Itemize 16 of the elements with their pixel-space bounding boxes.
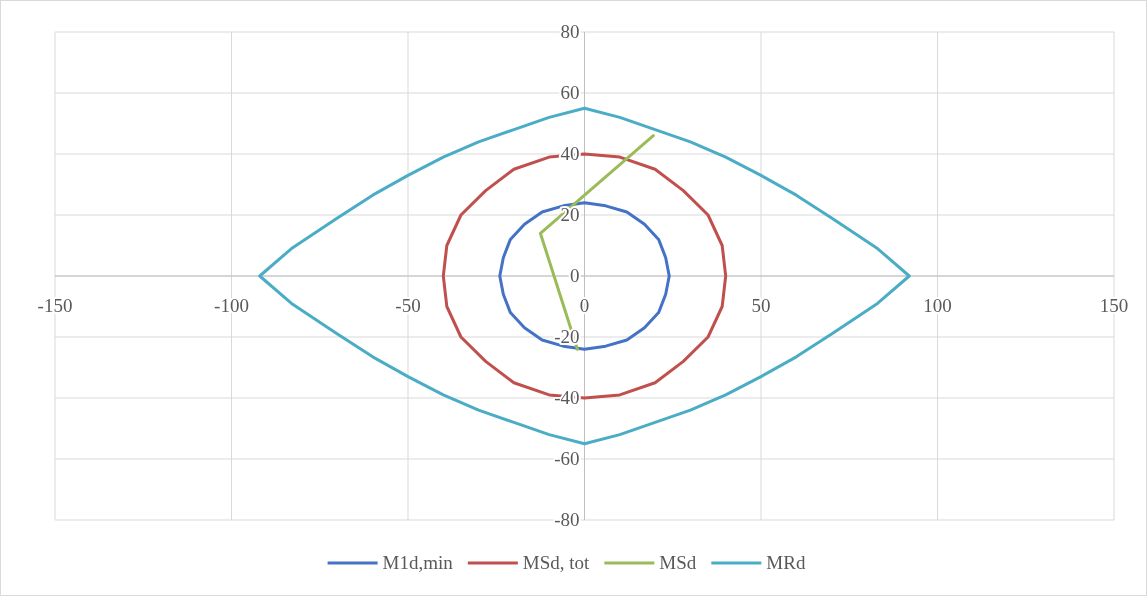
x-tick-label: -150	[37, 295, 73, 316]
x-tick-label: -100	[214, 295, 249, 316]
x-tick-label: 150	[1099, 295, 1129, 316]
x-tick-label: 100	[923, 295, 952, 316]
y-tick-label: 20	[560, 204, 580, 225]
legend-label: MSd, tot	[522, 552, 591, 573]
y-tick-label: 80	[560, 21, 580, 42]
y-tick-label: -60	[554, 448, 580, 469]
legend-label: MRd	[766, 552, 806, 573]
legend-label: M1d,min	[382, 552, 454, 573]
y-tick-label: 60	[560, 82, 580, 103]
legend-label: MSd	[659, 552, 697, 573]
y-tick-label: -80	[554, 509, 580, 530]
x-tick-label: -50	[395, 295, 421, 316]
y-tick-label: 0	[570, 265, 580, 286]
x-tick-label: 50	[751, 295, 771, 316]
